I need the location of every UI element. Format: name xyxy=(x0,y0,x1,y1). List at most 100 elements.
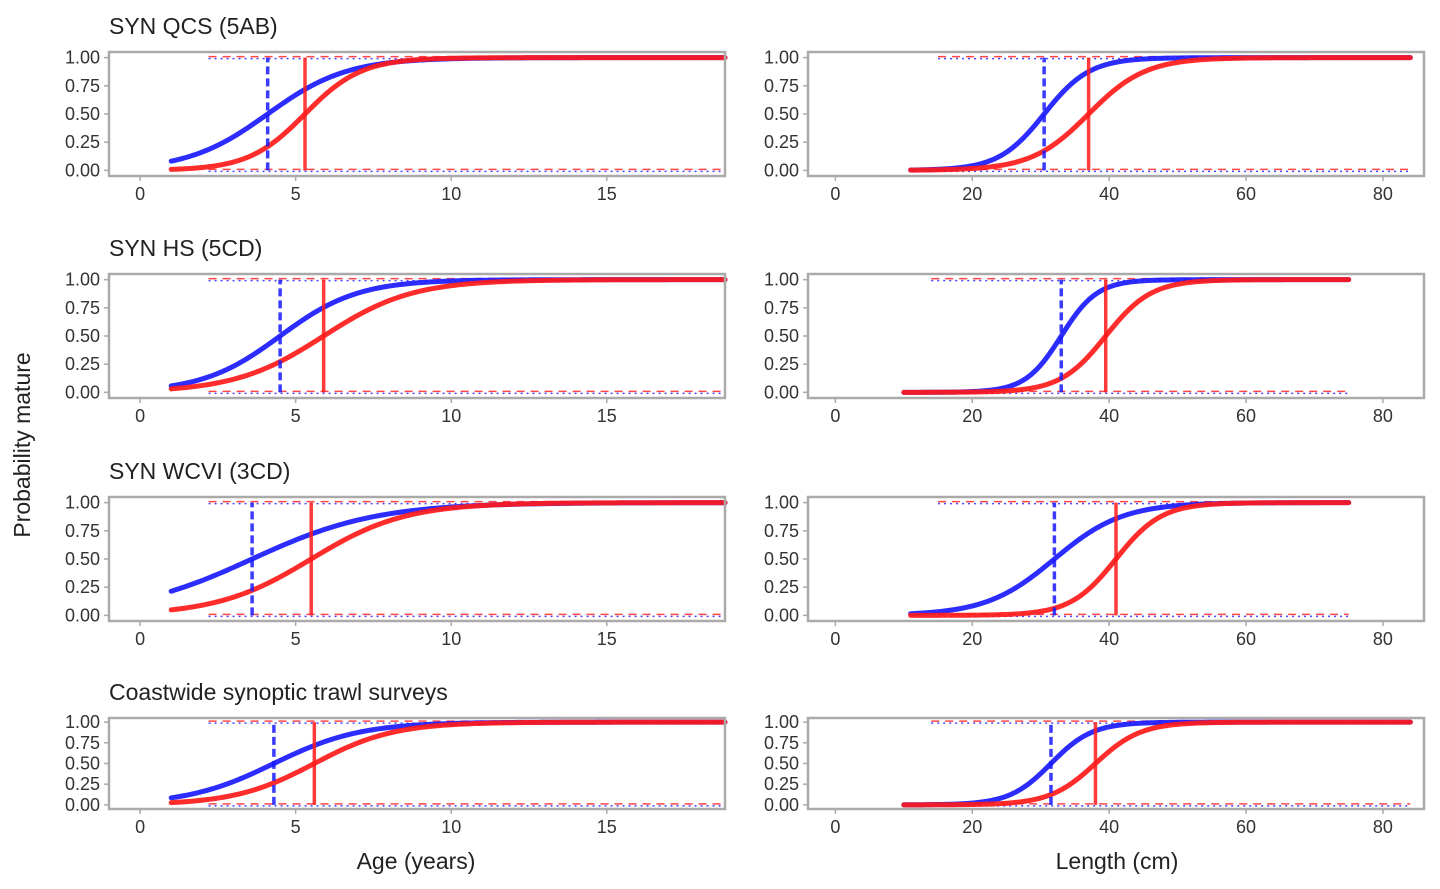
x-tick-label: 40 xyxy=(1099,629,1119,649)
x-tick-label: 15 xyxy=(597,629,617,649)
y-tick-label: 0.25 xyxy=(764,132,799,152)
panel-grid: SYN QCS (5AB)0.000.250.500.751.000 5 10 150… xyxy=(65,13,1426,837)
y-tick-label: 1.00 xyxy=(764,712,799,732)
maturity-curve-male xyxy=(901,719,1413,808)
x-tick-label: 40 xyxy=(1099,406,1119,426)
x-tick-label: 10 xyxy=(441,817,461,837)
y-tick-label: 0.75 xyxy=(764,521,799,541)
panel-title: SYN WCVI (3CD) xyxy=(109,458,290,484)
panel-age-row3: Coastwide synoptic trawl surveys 0.000.25… xyxy=(65,679,728,837)
y-tick-label: 0.75 xyxy=(65,733,100,753)
panel-frame xyxy=(107,50,727,178)
x-tick-label: 0 xyxy=(830,817,840,837)
x-tick-label: 5 xyxy=(291,406,301,426)
y-tick-label: 0.50 xyxy=(65,549,100,569)
maturity-curve-female xyxy=(901,719,1413,808)
y-tick-label: 0.25 xyxy=(764,774,799,794)
x-tick-label: 40 xyxy=(1099,817,1119,837)
maturity-curve-male xyxy=(168,55,728,164)
x-tick-label: 20 xyxy=(962,184,982,204)
panel-length-row0: 0.00 0.25 0.50 0.75 1.00 0 20 40 60 80 xyxy=(764,48,1426,204)
y-tick-label: 0.25 xyxy=(65,577,100,597)
panel-length-row1: 0.00 0.25 0.50 0.75 1.00 0 20 40 60 80 xyxy=(764,270,1426,426)
y-tick-label: 0.75 xyxy=(764,733,799,753)
y-tick-label: 0.00 xyxy=(65,382,100,402)
maturity-curve-male xyxy=(901,277,1352,395)
maturity-curve-male xyxy=(168,500,728,594)
panel-frame xyxy=(107,272,727,400)
x-tick-label: 10 xyxy=(441,629,461,649)
y-tick-label: 1.00 xyxy=(764,48,799,68)
x-axis-title-age: Age (years) xyxy=(357,848,476,874)
x-tick-label: 5 xyxy=(291,184,301,204)
y-tick-label: 0.00 xyxy=(764,795,799,815)
y-tick-label: 0.75 xyxy=(65,76,100,96)
y-tick-label: 0.50 xyxy=(65,104,100,124)
y-axis-title: Probability mature xyxy=(9,352,35,537)
y-tick-label: 0.50 xyxy=(764,104,799,124)
y-tick-label: 0.00 xyxy=(764,160,799,180)
y-tick-label: 0.00 xyxy=(65,605,100,625)
x-tick-label: 60 xyxy=(1236,406,1256,426)
x-tick-label: 60 xyxy=(1236,817,1256,837)
maturity-curve-male xyxy=(168,277,728,389)
maturity-curve-female xyxy=(168,719,728,806)
panel-length-row2: 0.00 0.25 0.50 0.75 1.00 0 20 40 60 80 xyxy=(764,493,1426,649)
y-tick-label: 0.25 xyxy=(764,577,799,597)
x-tick-label: 10 xyxy=(441,406,461,426)
y-tick-label: 0.00 xyxy=(65,160,100,180)
y-tick-label: 0.75 xyxy=(65,298,100,318)
panel-age-row0: SYN QCS (5AB) 0.00 0.25 0.50 0.75 1.00 0 5 10 15 xyxy=(65,13,728,204)
y-tick-label: 0.00 xyxy=(764,382,799,402)
y-tick-label: 0.50 xyxy=(65,326,100,346)
y-tick-label: 1.00 xyxy=(764,270,799,290)
x-tick-label: 10 xyxy=(441,184,461,204)
x-axis-title-length: Length (cm) xyxy=(1056,848,1179,874)
y-tick-label: 0.25 xyxy=(65,774,100,794)
x-tick-label: 15 xyxy=(597,406,617,426)
maturity-curve-male xyxy=(908,500,1352,617)
maturity-curve-female xyxy=(168,500,728,613)
x-tick-label: 0 xyxy=(135,629,145,649)
x-tick-label: 40 xyxy=(1099,184,1119,204)
x-tick-label: 5 xyxy=(291,629,301,649)
y-tick-label: 0.50 xyxy=(764,754,799,774)
maturity-curve-female xyxy=(908,500,1352,618)
x-tick-label: 80 xyxy=(1373,406,1393,426)
maturity-curve-male xyxy=(168,719,728,801)
panel-title: Coastwide synoptic trawl surveys xyxy=(109,679,448,705)
maturity-curve-male xyxy=(908,55,1413,173)
y-tick-label: 0.50 xyxy=(764,549,799,569)
panel-frame xyxy=(806,716,1426,811)
y-tick-label: 0.25 xyxy=(764,354,799,374)
x-tick-label: 80 xyxy=(1373,184,1393,204)
panel-title: SYN QCS (5AB) xyxy=(109,13,278,39)
x-tick-label: 0 xyxy=(830,184,840,204)
panel-title: SYN HS (5CD) xyxy=(109,235,262,261)
x-tick-label: 20 xyxy=(962,817,982,837)
x-tick-label: 0 xyxy=(135,817,145,837)
x-tick-label: 60 xyxy=(1236,184,1256,204)
maturity-curve-female xyxy=(168,55,728,172)
panel-frame xyxy=(806,272,1426,400)
x-tick-label: 60 xyxy=(1236,629,1256,649)
y-tick-label: 0.00 xyxy=(764,605,799,625)
y-tick-label: 1.00 xyxy=(65,712,100,732)
x-tick-label: 5 xyxy=(291,817,301,837)
panel-frame xyxy=(107,495,727,623)
x-tick-label: 20 xyxy=(962,406,982,426)
y-tick-label: 0.25 xyxy=(65,354,100,374)
x-tick-label: 80 xyxy=(1373,817,1393,837)
x-tick-label: 80 xyxy=(1373,629,1393,649)
y-tick-label: 0.75 xyxy=(764,298,799,318)
y-tick-label: 1.00 xyxy=(764,493,799,513)
panel-frame xyxy=(806,495,1426,623)
y-tick-label: 0.50 xyxy=(65,754,100,774)
panel-length-row3: 0.000.250.500.751.00 0 20 40 60 80 xyxy=(764,712,1426,837)
y-tick-label: 0.25 xyxy=(65,132,100,152)
maturity-curve-female xyxy=(908,55,1413,173)
panel-age-row2: SYN WCVI (3CD) 0.00 0.25 0.50 0.75 1.00 0 5 10 15 xyxy=(65,458,728,649)
x-tick-label: 0 xyxy=(830,406,840,426)
x-tick-label: 20 xyxy=(962,629,982,649)
maturity-curve-female xyxy=(901,277,1352,395)
